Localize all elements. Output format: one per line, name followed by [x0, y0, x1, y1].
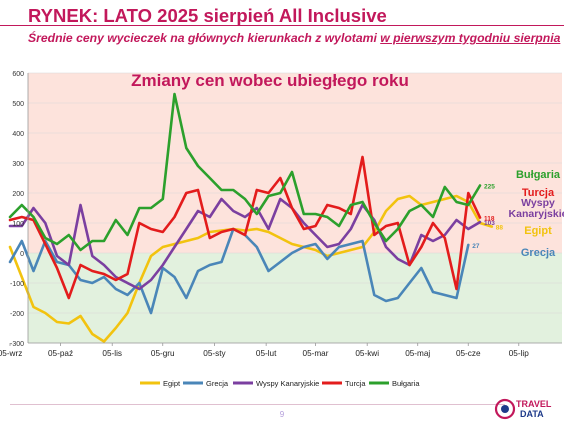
side-label: Wyspy — [521, 197, 555, 209]
subtitle-underlined: w pierwszym tygodniu sierpnia — [380, 31, 561, 45]
travel-data-logo: TRAVEL DATA — [494, 398, 552, 420]
side-label: Bułgaria — [516, 169, 561, 181]
y-tick-label: -100 — [10, 281, 24, 288]
legend-label: Turcja — [345, 379, 366, 388]
header-rule — [0, 25, 564, 26]
x-tick-label: 05-cze — [456, 349, 481, 358]
series-line-turcja — [8, 155, 482, 300]
subtitle-prefix: Średnie ceny wycieczek na głównych kieru… — [28, 31, 381, 45]
series-line-wyspy-kanaryjskie — [8, 197, 482, 291]
x-tick-label: 05-wrz — [0, 349, 22, 358]
y-tick-label: 500 — [12, 101, 24, 108]
y-tick-label: -200 — [10, 311, 24, 318]
x-tick-label: 05-lip — [509, 349, 529, 358]
band-1 — [28, 253, 562, 343]
y-tick-label: 0 — [20, 251, 24, 258]
end-value-label: 103 — [484, 220, 495, 227]
chart-axes: -300 -200 -100 0 100 200 300 400 500 600 05-wrz 05-… — [0, 71, 562, 358]
legend-label: Egipt — [163, 379, 181, 388]
x-tick-label: 05-paź — [48, 349, 73, 358]
chart-legend: Egipt Grecja Wyspy Kanaryjskie Turcja Bułgar… — [140, 379, 420, 388]
x-tick-label: 05-lis — [102, 349, 122, 358]
chart-title: Zmiany cen wobec ubiegłego roku — [131, 71, 409, 90]
x-tick-label: 05-kwi — [355, 349, 379, 358]
side-label: Grecja — [521, 247, 556, 259]
y-tick-label: 100 — [12, 221, 24, 228]
end-value-label: 118 — [484, 216, 495, 223]
chart-bands — [28, 73, 562, 343]
y-tick-label: 200 — [12, 191, 24, 198]
side-label: Kanaryjskie — [509, 208, 564, 220]
y-tick-label: 300 — [12, 161, 24, 168]
x-tick-label: 05-lut — [256, 349, 277, 358]
page-subtitle: Średnie ceny wycieczek na głównych kieru… — [28, 31, 560, 45]
legend-label: Wyspy Kanaryjskie — [256, 379, 319, 388]
footer-rule — [10, 404, 505, 405]
page-title: RYNEK: LATO 2025 sierpień All Inclusive — [28, 5, 387, 26]
chart-series — [8, 92, 494, 343]
y-tick-label: 600 — [12, 71, 24, 78]
series-line-egipt — [8, 194, 494, 343]
side-label: Egipt — [524, 225, 552, 237]
legend-label: Bułgaria — [392, 379, 420, 388]
logo-ring-icon — [494, 398, 516, 420]
logo-text-data: DATA — [520, 409, 544, 419]
end-value-label: 88 — [496, 225, 504, 232]
logo-dot-icon — [501, 405, 509, 413]
page-number: 9 — [279, 410, 285, 419]
side-label: Turcja — [522, 187, 555, 199]
series-line-bułgaria — [8, 92, 482, 252]
y-tick-label: 400 — [12, 131, 24, 138]
end-value-label: 225 — [484, 184, 495, 191]
x-tick-label: 05-sty — [203, 349, 226, 358]
logo-text-travel: TRAVEL — [516, 399, 552, 409]
y-tick-label: -300 — [10, 341, 24, 348]
x-tick-label: 05-gru — [151, 349, 175, 358]
end-value-label: 27 — [472, 243, 480, 250]
legend-label: Grecja — [206, 379, 229, 388]
x-tick-label: 05-mar — [303, 349, 329, 358]
x-tick-label: 05-maj — [405, 349, 430, 358]
